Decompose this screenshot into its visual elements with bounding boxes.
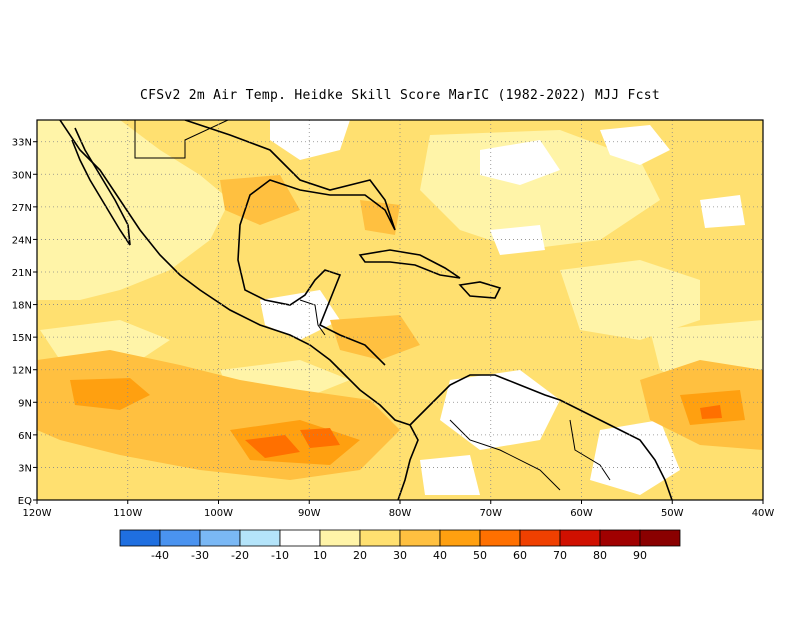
lat-tick-label: 30N: [12, 170, 32, 181]
colorbar-label: -10: [271, 549, 289, 562]
lat-tick-label: 27N: [12, 203, 32, 214]
lat-tick-label: 33N: [12, 138, 32, 149]
coastlines: [59, 120, 673, 500]
colorbar-label: 20: [353, 549, 367, 562]
lon-tick-label: 90W: [298, 508, 321, 519]
colorbar-label: 80: [593, 549, 607, 562]
field-zone-10-20: [37, 120, 700, 400]
field-zone-below-10: [260, 120, 745, 495]
colorbar-box: [119, 529, 161, 547]
colorbar-box: [159, 529, 201, 547]
colorbar-box: [559, 529, 601, 547]
colorbar-label: 70: [553, 549, 567, 562]
colorbar-box: [239, 529, 281, 547]
lat-tick-label: 18N: [12, 301, 32, 312]
map-title: CFSv2 2m Air Temp. Heidke Skill Score Ma…: [139, 88, 661, 103]
colorbar-box: [319, 529, 361, 547]
lat-tick-label: 3N: [18, 463, 32, 474]
coastline-south-america: [409, 374, 673, 500]
lat-tick-label: EQ: [18, 496, 32, 507]
axis-ticks: 120W 110W 100W 90W 80W 70W 60W 50W 40W EQ 3N 6N 9N 12…: [12, 138, 775, 519]
colorbar-label: 10: [313, 549, 327, 562]
coastline-baja: [71, 127, 131, 246]
colorbar-box: [279, 529, 321, 547]
colorbar-box: [399, 529, 441, 547]
border-venezuela-guyana: [569, 419, 611, 481]
colorbar-box: [599, 529, 641, 547]
colorbar-label: 30: [393, 549, 407, 562]
coastline-colombia-pacific: [397, 424, 419, 500]
colorbar-label: -20: [231, 549, 249, 562]
colorbar-box: [439, 529, 481, 547]
lat-tick-label: 15N: [12, 333, 32, 344]
lat-tick-label: 9N: [18, 398, 32, 409]
lon-tick-label: 120W: [23, 508, 52, 519]
colorbar-box: [519, 529, 561, 547]
border-central-america: [299, 299, 326, 336]
field-zone-40-50: [70, 378, 745, 465]
lat-tick-label: 12N: [12, 366, 32, 377]
lat-tick-label: 24N: [12, 235, 32, 246]
colorbar-label: -30: [191, 549, 209, 562]
colorbar-box: [479, 529, 521, 547]
coastline-cuba: [358, 249, 461, 279]
colorbar-box: [199, 529, 241, 547]
lon-tick-label: 110W: [113, 508, 142, 519]
skill-score-field: [37, 120, 763, 500]
field-zone-50-60: [245, 405, 722, 458]
lon-tick-label: 40W: [752, 508, 775, 519]
colorbar-label: -40: [151, 549, 169, 562]
gridlines: [37, 120, 763, 500]
border-south-america: [449, 419, 561, 491]
borders: [134, 120, 611, 491]
colorbar: -40 -30 -20 -10 10 20 30 40 50 60 70 80 90: [119, 529, 681, 562]
lon-tick-label: 50W: [661, 508, 684, 519]
lon-tick-label: 60W: [570, 508, 593, 519]
colorbar-label: 60: [513, 549, 527, 562]
lat-tick-label: 6N: [18, 431, 32, 442]
coastline-hispaniola: [458, 281, 502, 299]
coastline-gulf: [184, 120, 396, 366]
lon-tick-label: 70W: [479, 508, 502, 519]
colorbar-box: [639, 529, 681, 547]
lon-tick-label: 80W: [389, 508, 412, 519]
field-zone-30-40: [37, 175, 763, 480]
lon-tick-label: 100W: [204, 508, 233, 519]
coastline-mexico-pacific: [59, 120, 411, 426]
colorbar-label: 50: [473, 549, 487, 562]
colorbar-label: 40: [433, 549, 447, 562]
lat-tick-label: 21N: [12, 268, 32, 279]
border-us-mexico: [134, 120, 229, 159]
colorbar-label: 90: [633, 549, 647, 562]
colorbar-box: [359, 529, 401, 547]
